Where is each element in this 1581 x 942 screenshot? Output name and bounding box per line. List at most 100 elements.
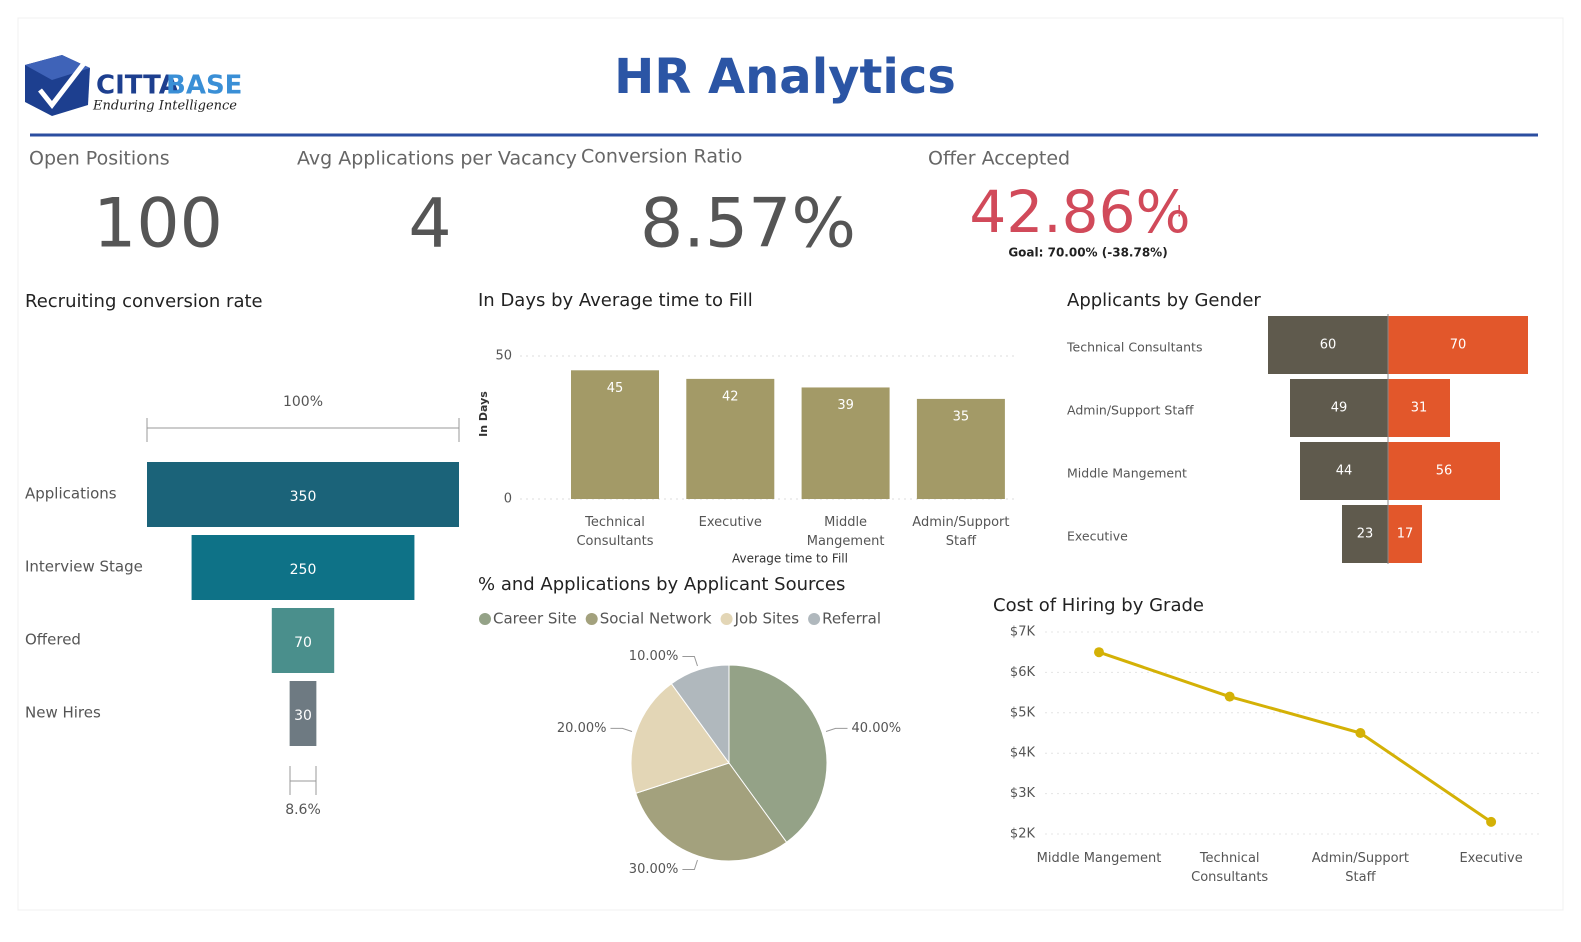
pie-slice [670,664,730,765]
kpi-value: 4 [408,185,451,264]
logo-name-accent: BASE [166,71,242,101]
leader-line [825,727,848,732]
kpi-label: Offer Accepted [928,148,1070,170]
data-label: 30.00% [629,862,679,877]
bar [916,398,1005,499]
funnel-top-label: 100% [283,394,323,410]
data-label: 31 [1411,401,1428,416]
category-label: Admin/Support Staff [1067,403,1194,418]
x-tick-label-box: Technical Consultants [1191,851,1269,885]
x-tick-label: Admin/Support Staff [912,515,1010,549]
pie-slice [630,683,730,794]
data-label: 20.00% [557,721,607,736]
data-label: 44 [1336,464,1353,479]
legend-label: Career Site [493,610,577,628]
line-series [1098,650,1492,824]
bar [1388,505,1422,563]
bar [1388,442,1500,500]
chart-title: Applicants by Gender [1067,290,1261,311]
y-tick-label: $7K [1010,625,1036,640]
chart-title: Cost of Hiring by Grade [993,595,1204,616]
category-label: Offered [25,631,81,649]
data-label: 17 [1397,527,1414,542]
y-tick-label: $2K [1010,827,1036,842]
chart-title: % and Applications by Applicant Sources [478,574,845,595]
pie-slice [635,762,788,862]
bar [1290,379,1388,437]
bar [1300,442,1388,500]
logo-name: CITTA [96,71,179,101]
kpi-value: 42.86% [969,178,1190,246]
bar [1388,379,1450,437]
bar [1342,505,1388,563]
kpi-value: 100 [93,185,223,264]
funnel-bar [289,681,317,746]
bar [1388,316,1528,374]
data-label: 42 [722,389,739,404]
bar [686,378,775,499]
leader-line [610,727,633,732]
bar [1268,316,1388,374]
data-label: 30 [294,708,312,724]
category-label: Technical Consultants [1066,340,1202,355]
data-label: 10.00% [629,649,679,664]
y-tick-label: 50 [495,349,512,364]
data-label: 56 [1436,464,1453,479]
kpi-label: Open Positions [29,148,170,170]
data-label: 70 [1450,338,1467,353]
category-label: Executive [1067,529,1128,544]
chart-title: Recruiting conversion rate [25,291,263,312]
x-tick-label: Admin/Support Staff [1311,851,1409,885]
x-tick-label-box: Middle Mangement [807,515,885,549]
kpi-goal: Goal: 70.00% (-38.78%) [1008,246,1167,260]
point [1355,728,1366,738]
y-tick-label: $3K [1010,786,1036,801]
x-axis-label: Average time to Fill [732,552,848,566]
legend-label: Job Sites [734,610,800,628]
funnel-bar [191,535,415,600]
y-tick-label: $6K [1010,665,1036,680]
bar [571,370,659,499]
funnel-bar [271,608,335,673]
legend-label: Social Network [600,610,712,628]
y-tick-label: 0 [504,492,512,507]
category-label: Interview Stage [25,558,143,576]
x-tick-label-box: Executive [698,515,762,530]
point [1486,816,1497,827]
logo-icon [25,55,90,116]
x-tick-label-box: Technical Consultants [576,515,654,549]
y-tick-label: $4K [1010,746,1036,761]
x-tick-label: Technical Consultants [576,515,654,549]
legend-swatch [585,613,598,625]
data-label: 23 [1357,527,1374,542]
leader-line [682,859,698,871]
category-label: Applications [25,485,117,503]
point [1094,647,1104,658]
x-tick-label-box: Middle Mangement [1036,851,1162,866]
data-label: 39 [837,398,854,413]
category-label: New Hires [25,704,101,722]
data-label: 40.00% [852,721,902,736]
data-label: 250 [290,562,317,578]
x-tick-label-box: Admin/Support Staff [1311,851,1409,885]
data-label: 60 [1320,338,1337,353]
funnel-bracket [146,418,460,795]
legend-label: Referral [822,610,881,628]
x-tick-label: Executive [698,515,762,530]
category-label: Middle Mangement [1067,466,1187,481]
data-label: 49 [1331,401,1348,416]
kpi-alert: ! [1176,202,1182,221]
chart-title: In Days by Average time to Fill [478,290,753,311]
kpi-label: Avg Applications per Vacancy [297,148,577,170]
legend-swatch [808,613,821,625]
x-tick-label-box: Admin/Support Staff [912,515,1010,549]
leader-line [682,655,698,667]
data-label: 45 [607,381,624,396]
point [1224,691,1235,702]
x-tick-label: Technical Consultants [1191,851,1269,885]
pie-slice [728,664,828,843]
x-tick-label: Middle Mangement [1036,851,1162,866]
data-label: 70 [294,635,312,651]
